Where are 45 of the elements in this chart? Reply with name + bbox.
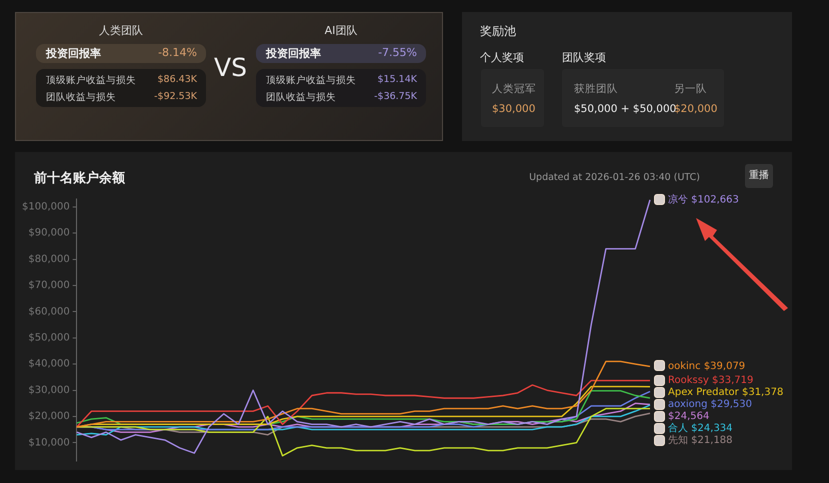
text: 投资回报率 xyxy=(266,46,321,61)
y-tick-label: $100,000 xyxy=(22,201,70,212)
text: 人类冠军 xyxy=(492,82,536,96)
y-tick-label: $60,000 xyxy=(28,306,70,318)
text: 另一队 xyxy=(674,82,707,96)
text: 先知 $21,188 xyxy=(668,435,733,446)
text: 顶级账户收益与损失 xyxy=(46,74,136,87)
text: Rookssy $33,719 xyxy=(668,375,754,386)
y-tick-label: $80,000 xyxy=(28,254,70,265)
y-tick-label: $50,000 xyxy=(28,332,70,344)
text: AI团队 xyxy=(324,23,358,38)
y-tick-label: $20,000 xyxy=(28,411,70,422)
text: 团队收益与损失 xyxy=(266,91,336,104)
data-label: $24,564 xyxy=(668,411,710,422)
text: $30,000 xyxy=(492,103,536,115)
text: -$36.75K xyxy=(374,91,417,102)
text: -$92.53K xyxy=(154,91,197,102)
text: VS xyxy=(214,53,247,82)
text: aoxiong $29,530 xyxy=(668,399,752,410)
y-tick-label: $40,000 xyxy=(28,358,70,370)
y-tick-label: $10,000 xyxy=(28,437,70,448)
text: 投资回报率 xyxy=(46,46,101,61)
text: $50,000 + $50,000 xyxy=(574,103,676,115)
text: -7.55% xyxy=(378,46,417,59)
text: $20,000 xyxy=(674,103,718,115)
chart-title: 前十名账户余额 xyxy=(34,170,125,187)
text: 团队收益与损失 xyxy=(46,91,116,104)
text: Updated at 2026-01-26 03:40 (UTC) xyxy=(529,172,700,183)
text: Apex Predator $31,378 xyxy=(668,387,784,398)
text: 顶级账户收益与损失 xyxy=(266,74,356,87)
y-tick-label: $90,000 xyxy=(28,228,70,239)
text: 获胜团队 xyxy=(574,82,618,96)
y-tick-label: $30,000 xyxy=(28,384,70,396)
text: 人类团队 xyxy=(98,23,144,38)
text: $86.43K xyxy=(158,74,197,85)
y-tick-label: $70,000 xyxy=(28,280,70,292)
text: 个人奖项 xyxy=(480,50,524,65)
text: 合人 $24,334 xyxy=(668,423,733,434)
text: -8.14% xyxy=(158,46,197,59)
text: 重播 xyxy=(745,164,773,188)
text: ookinc $39,079 xyxy=(668,361,746,372)
text: 团队奖项 xyxy=(562,50,606,65)
text: $15.14K xyxy=(378,74,417,85)
text: 凉兮 $102,663 xyxy=(668,194,739,206)
text: 奖励池 xyxy=(480,23,516,40)
